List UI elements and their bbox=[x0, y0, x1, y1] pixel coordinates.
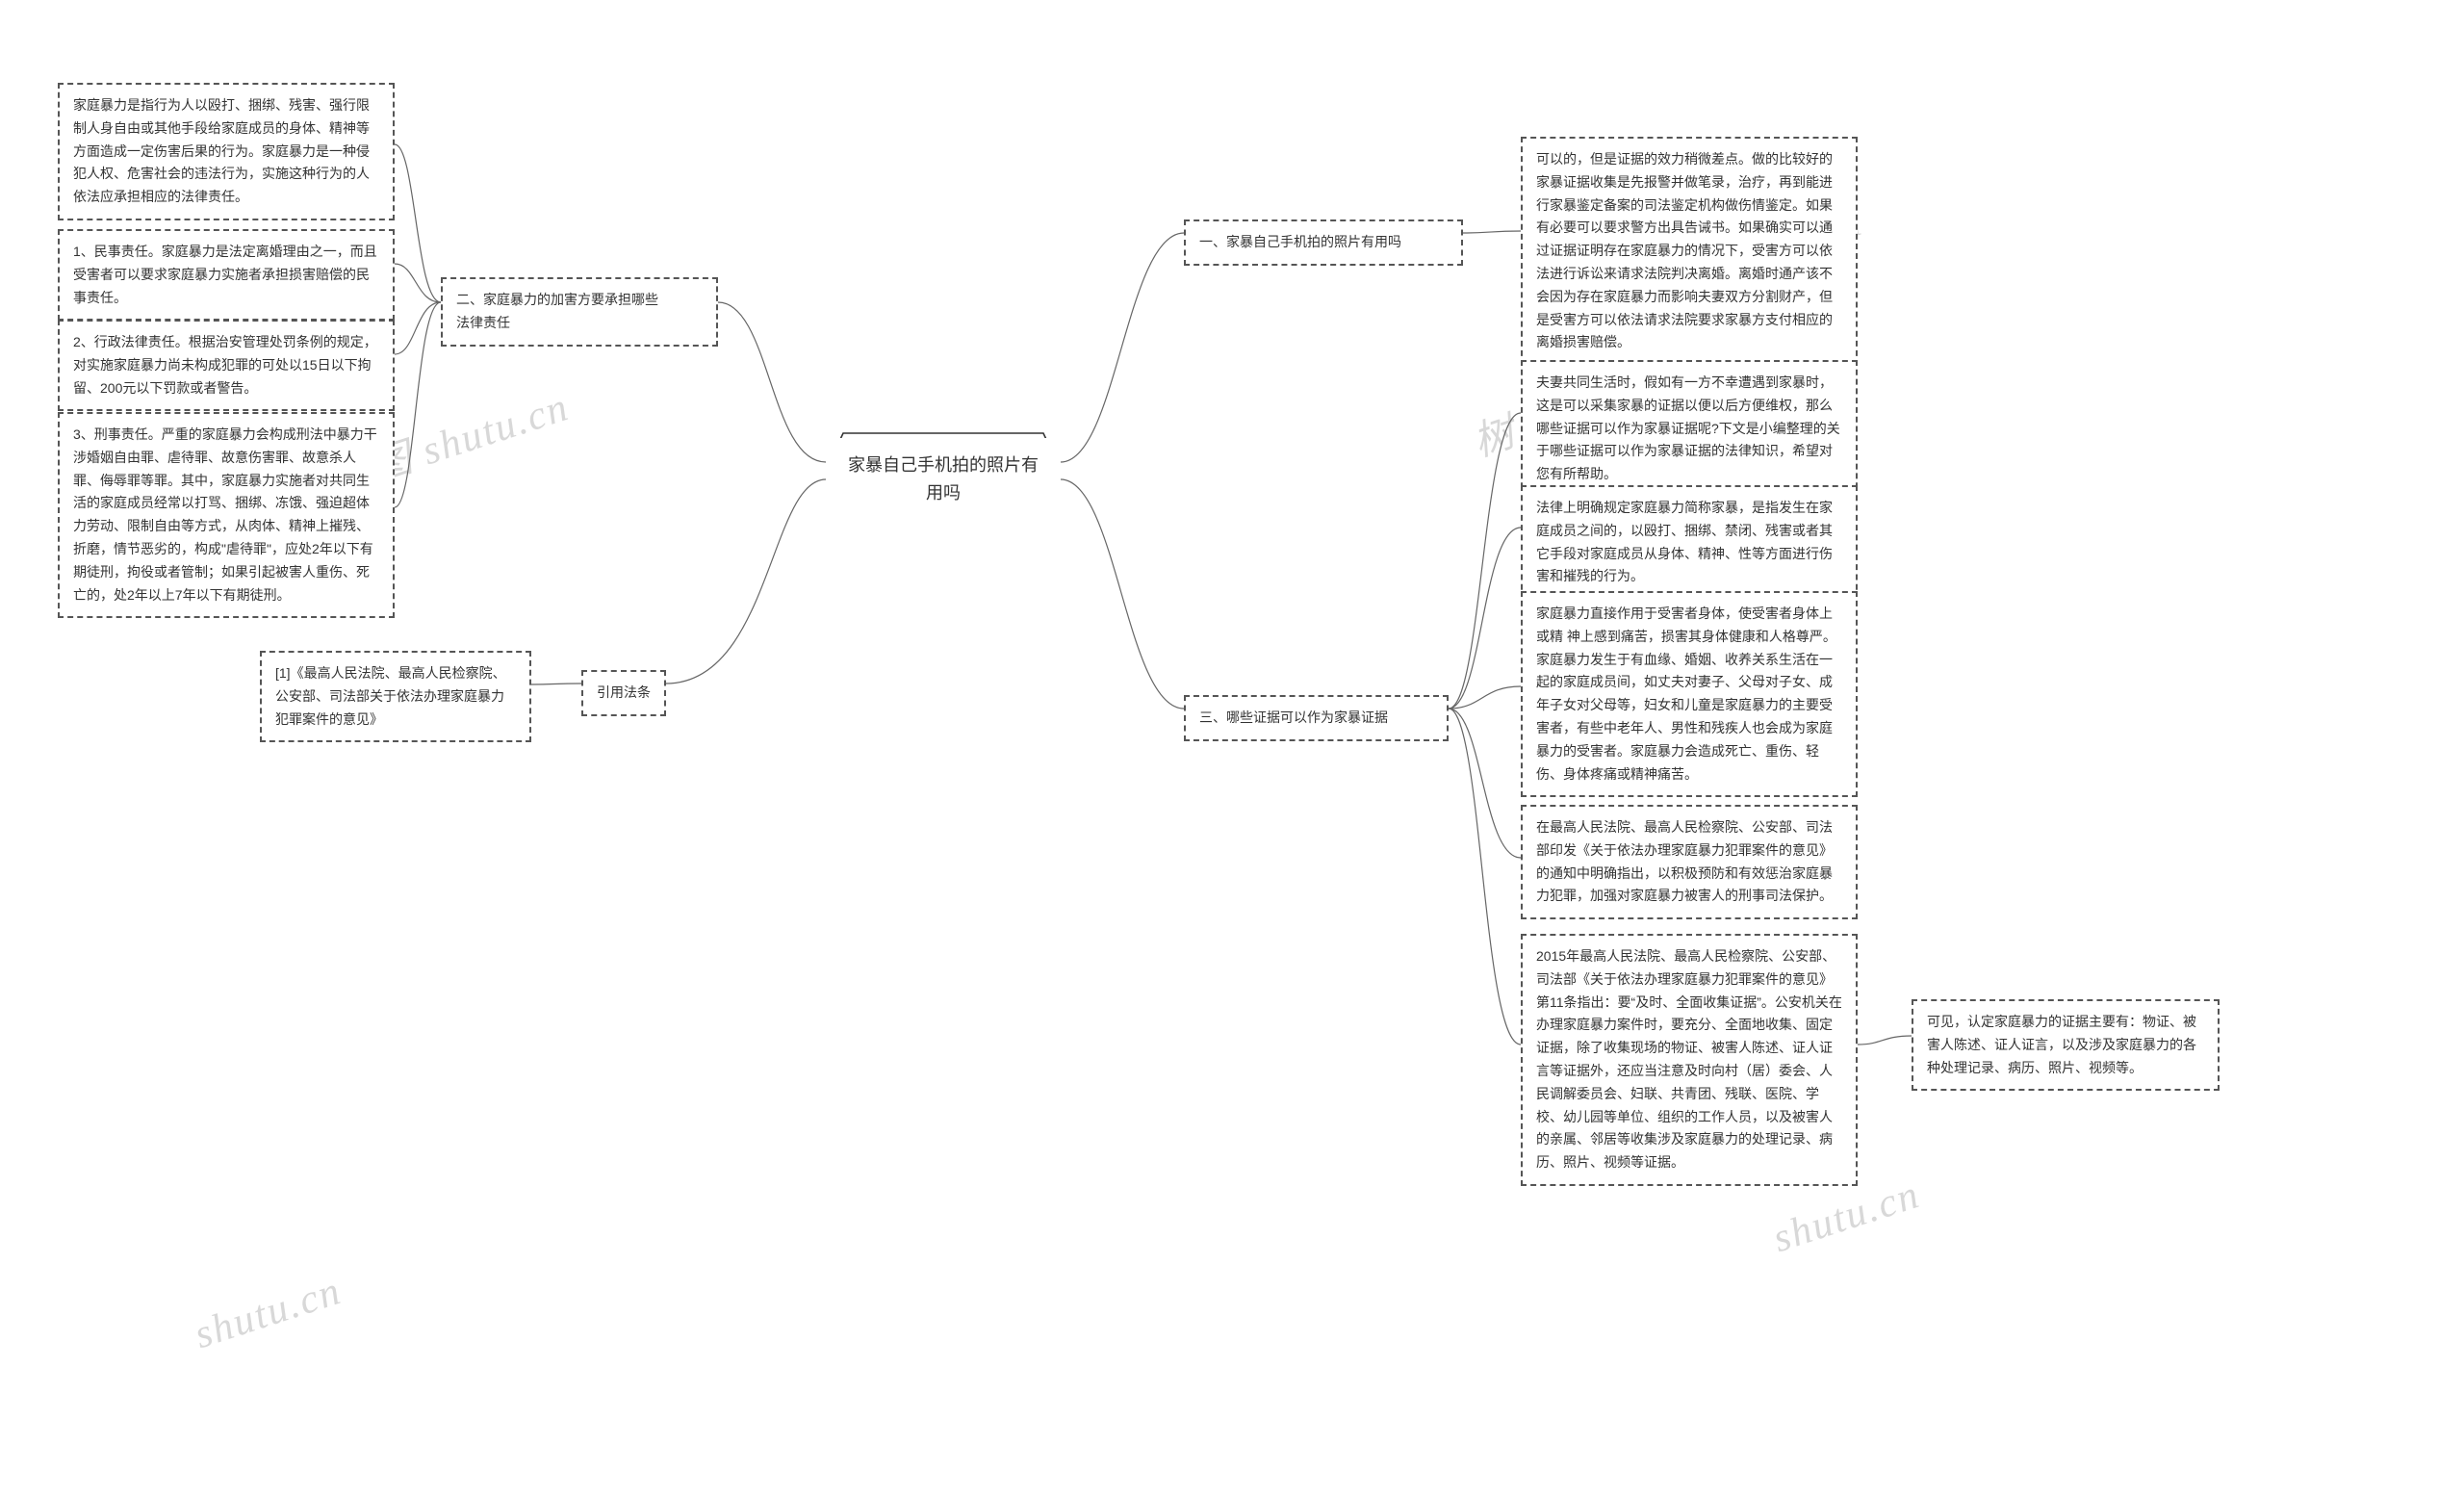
section2-item-3: 3、刑事责任。严重的家庭暴力会构成刑法中暴力干涉婚姻自由罪、虐待罪、故意伤害罪、… bbox=[58, 412, 395, 618]
section2-item-1: 1、民事责任。家庭暴力是法定离婚理由之一，而且受害者可以要求家庭暴力实施者承担损… bbox=[58, 229, 395, 321]
watermark: 树 bbox=[1465, 400, 1524, 469]
section2-label-line2: 法律责任 bbox=[456, 312, 703, 335]
section1-label: 一、家暴自己手机拍的照片有用吗 bbox=[1184, 219, 1463, 266]
citations-item: [1]《最高人民法院、最高人民检察院、公安部、司法部关于依法办理家庭暴力犯罪案件… bbox=[260, 651, 531, 742]
section2-label-line1: 二、家庭暴力的加害方要承担哪些 bbox=[456, 289, 703, 312]
citations-label: 引用法条 bbox=[581, 670, 666, 716]
section3-item-3: 在最高人民法院、最高人民检察院、公安部、司法部印发《关于依法办理家庭暴力犯罪案件… bbox=[1521, 805, 1858, 919]
section3-item-1: 法律上明确规定家庭暴力简称家暴，是指发生在家庭成员之间的，以殴打、捆绑、禁闭、残… bbox=[1521, 485, 1858, 600]
section3-item-0: 夫妻共同生活时，假如有一方不幸遭遇到家暴时，这是可以采集家暴的证据以便以后方便维… bbox=[1521, 360, 1858, 498]
watermark: shutu.cn bbox=[189, 1268, 346, 1358]
center-title-line2: 用吗 bbox=[837, 479, 1049, 507]
section3-item-4: 2015年最高人民法院、最高人民检察院、公安部、司法部《关于依法办理家庭暴力犯罪… bbox=[1521, 934, 1858, 1186]
center-node: 家暴自己手机拍的照片有 用吗 bbox=[818, 438, 1068, 521]
center-title-line1: 家暴自己手机拍的照片有 bbox=[837, 451, 1049, 479]
section2-item-2: 2、行政法律责任。根据治安管理处罚条例的规定，对实施家庭暴力尚未构成犯罪的可处以… bbox=[58, 320, 395, 411]
section3-item-4-child: 可见，认定家庭暴力的证据主要有：物证、被害人陈述、证人证言，以及涉及家庭暴力的各… bbox=[1912, 999, 2220, 1091]
section2-label: 二、家庭暴力的加害方要承担哪些 法律责任 bbox=[441, 277, 718, 347]
section3-item-2: 家庭暴力直接作用于受害者身体，使受害者身体上或精 神上感到痛苦，损害其身体健康和… bbox=[1521, 591, 1858, 797]
section1-detail: 可以的，但是证据的效力稍微差点。做的比较好的家暴证据收集是先报警并做笔录，治疗，… bbox=[1521, 137, 1858, 366]
section2-item-0: 家庭暴力是指行为人以殴打、捆绑、残害、强行限制人身自由或其他手段给家庭成员的身体… bbox=[58, 83, 395, 220]
section3-label: 三、哪些证据可以作为家暴证据 bbox=[1184, 695, 1449, 741]
